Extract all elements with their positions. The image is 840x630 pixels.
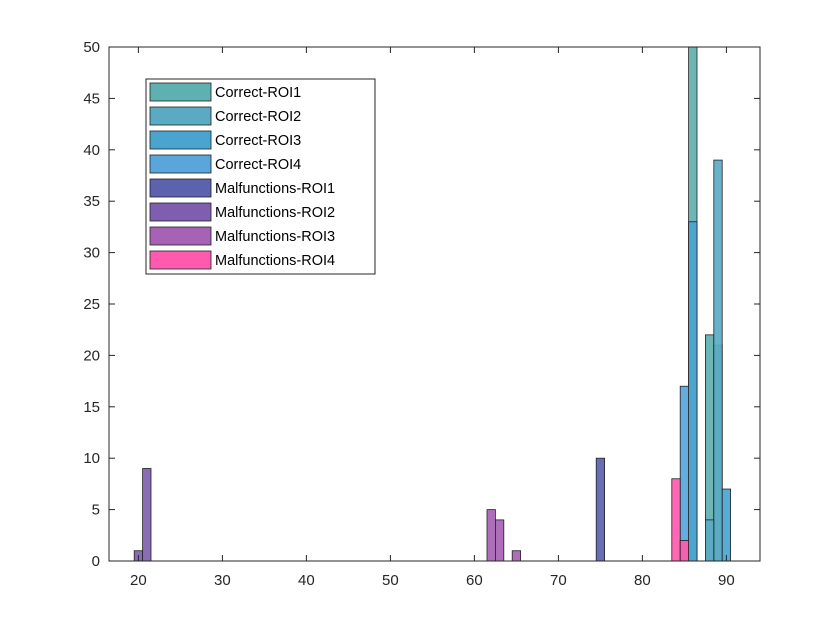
x-tick-label: 60: [466, 572, 483, 589]
x-tick-label: 20: [130, 572, 147, 589]
y-tick-label: 50: [83, 39, 100, 56]
x-tick-label: 70: [550, 572, 567, 589]
legend-label: Malfunctions-ROI2: [215, 205, 335, 221]
legend-label: Malfunctions-ROI3: [215, 229, 335, 245]
bar-series-2-2: [705, 519, 715, 562]
y-tick-label: 25: [83, 296, 100, 313]
y-tick-label: 35: [83, 193, 100, 210]
bar-series-2-1: [713, 159, 723, 562]
legend-swatch: [149, 226, 212, 246]
x-tick-label: 90: [718, 572, 735, 589]
legend-label: Correct-ROI3: [215, 133, 301, 149]
legend-swatch: [149, 154, 212, 174]
bar-series-7-1: [486, 509, 496, 562]
legend-swatch: [149, 178, 212, 198]
bar-series-4-1: [679, 385, 690, 562]
y-tick-label: 40: [83, 142, 100, 159]
y-tick-label: 15: [83, 399, 100, 416]
legend-label: Malfunctions-ROI4: [215, 253, 335, 269]
bar-series-6-2: [142, 468, 152, 562]
bar-series-8-2: [679, 540, 690, 562]
y-tick-label: 0: [92, 553, 100, 570]
bar-series-7-3: [511, 550, 522, 562]
y-tick-label: 30: [83, 245, 100, 262]
bar-series-8-1: [671, 478, 681, 562]
legend-label: Correct-ROI2: [215, 109, 301, 125]
x-tick-label: 30: [214, 572, 231, 589]
bar-series-5-1: [595, 457, 606, 562]
legend-label: Correct-ROI1: [215, 85, 301, 101]
legend-swatch: [149, 82, 212, 102]
x-tick-label: 50: [382, 572, 399, 589]
legend-swatch: [149, 202, 212, 222]
legend-swatch: [149, 250, 212, 270]
legend: Correct-ROI1 Correct-ROI2 Correct-ROI3 Corr…: [145, 78, 376, 275]
legend-label: Malfunctions-ROI1: [215, 181, 335, 197]
y-tick-label: 45: [83, 90, 100, 107]
legend-swatch: [149, 130, 212, 150]
bar-series-3-1: [688, 221, 698, 562]
x-tick-label: 40: [298, 572, 315, 589]
y-tick-label: 5: [92, 502, 100, 519]
bar-series-3-2: [721, 488, 732, 562]
ticks-layer: 20 30 40 50 60 70 80 90 0 5 10 15 20 25 30 35 40 45 50: [83, 39, 760, 589]
y-tick-label: 10: [83, 450, 100, 467]
legend-swatch: [149, 106, 212, 126]
legend-label: Correct-ROI4: [215, 157, 301, 173]
bar-series-7-2: [494, 519, 505, 562]
x-tick-label: 80: [634, 572, 651, 589]
y-tick-label: 20: [83, 347, 100, 364]
